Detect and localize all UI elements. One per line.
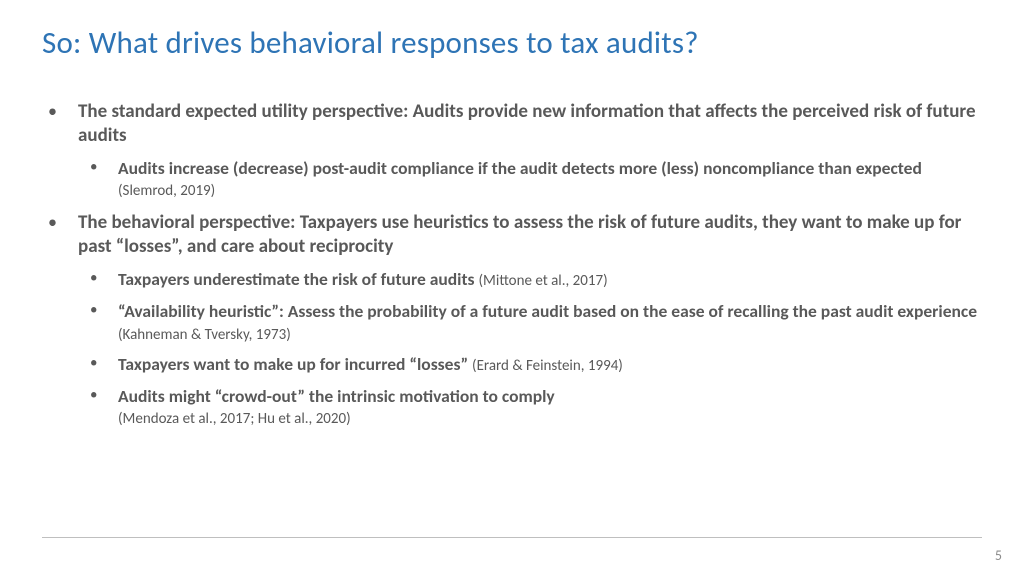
bullet-text: Audits increase (decrease) post-audit co… — [118, 157, 922, 179]
citation: (Mittone et al., 2017) — [479, 272, 608, 290]
bullet-list-l2: Audits increase (decrease) post-audit co… — [78, 158, 982, 202]
bullet-list-l2: Taxpayers underestimate the risk of futu… — [78, 269, 982, 429]
list-item: “Availability heuristic”: Assess the pro… — [78, 301, 982, 345]
list-item: The standard expected utility perspectiv… — [42, 100, 982, 201]
bullet-text: Audits might “crowd-out” the intrinsic m… — [118, 385, 555, 407]
citation: (Mendoza et al., 2017; Hu et al., 2020) — [118, 410, 982, 429]
citation: (Slemrod, 2019) — [118, 182, 215, 200]
slide-title: So: What drives behavioral responses to … — [42, 24, 982, 62]
list-item: Audits might “crowd-out” the intrinsic m… — [78, 386, 982, 429]
bullet-text: Taxpayers underestimate the risk of futu… — [118, 268, 475, 290]
footer-divider — [42, 537, 982, 538]
bullet-text: The standard expected utility perspectiv… — [78, 100, 976, 147]
bullet-text: Taxpayers want to make up for incurred “… — [118, 353, 468, 375]
bullet-list-l1: The standard expected utility perspectiv… — [42, 100, 982, 429]
bullet-text: The behavioral perspective: Taxpayers us… — [78, 211, 961, 258]
list-item: Taxpayers underestimate the risk of futu… — [78, 269, 982, 291]
citation: (Erard & Feinstein, 1994) — [472, 357, 623, 375]
page-number: 5 — [995, 547, 1002, 564]
citation: (Kahneman & Tversky, 1973) — [118, 326, 291, 344]
list-item: The behavioral perspective: Taxpayers us… — [42, 211, 982, 429]
list-item: Taxpayers want to make up for incurred “… — [78, 354, 982, 376]
bullet-text: “Availability heuristic”: Assess the pro… — [118, 300, 977, 322]
slide: So: What drives behavioral responses to … — [0, 0, 1024, 576]
list-item: Audits increase (decrease) post-audit co… — [78, 158, 982, 202]
